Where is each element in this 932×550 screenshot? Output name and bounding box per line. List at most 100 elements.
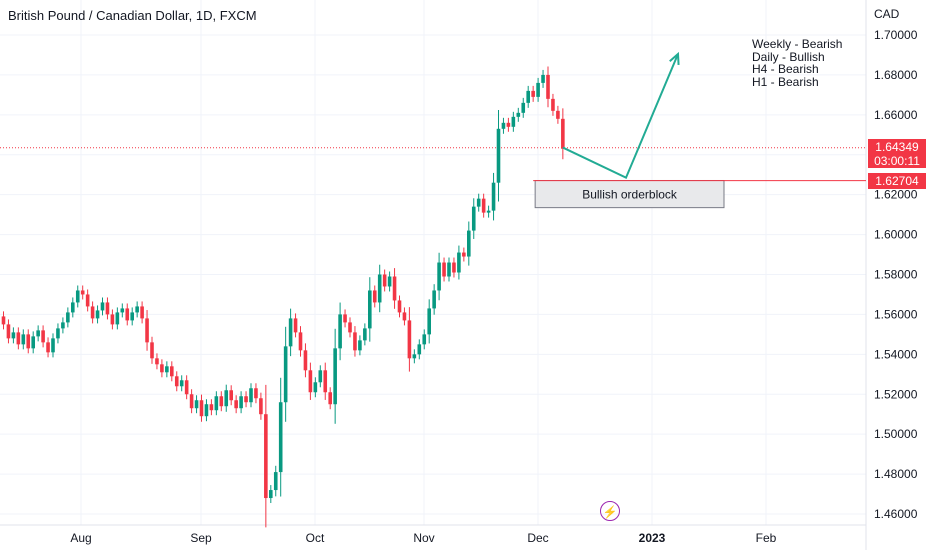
candle [278, 377, 283, 497]
candle-body [31, 336, 35, 349]
candle-body [80, 290, 85, 295]
candle-body [130, 312, 134, 321]
orderblock-zone [534, 179, 725, 209]
candle-body [358, 340, 362, 351]
candle-body [110, 314, 115, 325]
candle [392, 268, 397, 309]
candle-body [115, 312, 120, 325]
candle [1, 311, 6, 330]
candle-body [293, 318, 298, 333]
candle [179, 375, 184, 392]
candle-body [100, 302, 105, 311]
candle-body [511, 116, 516, 127]
candle [387, 271, 392, 292]
candle-body [338, 314, 342, 349]
candle-body [372, 290, 377, 303]
candle-body [397, 300, 402, 313]
candle-body [239, 396, 243, 409]
candle-body [184, 380, 189, 395]
candle [511, 111, 516, 132]
candle-body [278, 402, 283, 473]
candle [209, 399, 214, 416]
candle-body [219, 396, 224, 407]
candle [283, 326, 288, 422]
candle-body [471, 206, 476, 231]
candle-body [11, 332, 16, 339]
candle [551, 93, 555, 116]
candle [125, 303, 130, 326]
candle [269, 485, 273, 504]
lightning-icon[interactable]: ⚡ [600, 501, 620, 521]
candle-body [224, 390, 229, 407]
candle-body [546, 74, 550, 99]
candle [254, 383, 258, 404]
candle-body [90, 306, 95, 319]
candle [219, 391, 224, 412]
candle [313, 377, 318, 398]
candle [491, 172, 496, 221]
bias-notes: Weekly - Bearish Daily - Bullish H4 - Be… [752, 38, 842, 88]
candle [26, 329, 31, 354]
candle-body [417, 344, 422, 355]
candle-body [462, 252, 466, 257]
candle [462, 247, 466, 262]
candle-body [521, 102, 526, 113]
candle-body [551, 98, 555, 111]
candle-body [457, 252, 461, 273]
candle [323, 362, 328, 400]
candle [31, 331, 35, 354]
candle [204, 399, 209, 422]
candle-body [283, 346, 288, 403]
candle-body [501, 122, 506, 129]
bias-note-h1: H1 - Bearish [752, 74, 819, 89]
candle [526, 85, 530, 108]
candle-body [16, 332, 21, 345]
candle [95, 305, 100, 324]
candle [135, 301, 139, 318]
candle [155, 353, 159, 370]
candle [56, 323, 60, 344]
projection-arrow-head [669, 51, 680, 65]
orderblock-label: Bullish orderblock [582, 188, 678, 202]
candle [100, 297, 105, 316]
candle-body [348, 322, 352, 333]
candle [36, 325, 40, 342]
candle-body [95, 310, 100, 319]
candle [214, 391, 219, 416]
candle-body [298, 332, 303, 351]
candle-body [155, 358, 159, 365]
candle [427, 299, 431, 344]
candle-body [323, 370, 328, 393]
candle-body [407, 320, 412, 359]
y-tick-label: 1.60000 [874, 228, 918, 242]
candle [66, 307, 70, 328]
x-tick-label: Aug [70, 531, 91, 545]
candle-body [41, 330, 45, 343]
candle-body [21, 334, 26, 345]
candle-body [392, 276, 397, 301]
candle [328, 387, 332, 410]
candle [194, 395, 199, 414]
candle-body [363, 328, 367, 341]
candle-body [194, 400, 199, 409]
bias-note-daily: Daily - Bullish [752, 49, 825, 64]
chart-title: British Pound / Canadian Dollar, 1D, FXC… [8, 8, 257, 23]
candle [338, 302, 342, 361]
candle [244, 391, 248, 408]
current-price-label: 1.64349 03:00:11 [868, 139, 926, 168]
candle [481, 193, 486, 218]
candle [174, 371, 179, 392]
candle [130, 307, 134, 326]
candle-body [244, 396, 248, 403]
candle [442, 257, 446, 282]
y-tick-label: 1.68000 [874, 68, 918, 82]
candle-body [556, 110, 560, 119]
candle [264, 384, 268, 528]
candle-body [264, 414, 268, 499]
candle [358, 335, 362, 356]
candle-body [531, 90, 535, 97]
y-tick-label: 1.48000 [874, 467, 918, 481]
candle [318, 365, 323, 388]
candle [343, 309, 347, 328]
